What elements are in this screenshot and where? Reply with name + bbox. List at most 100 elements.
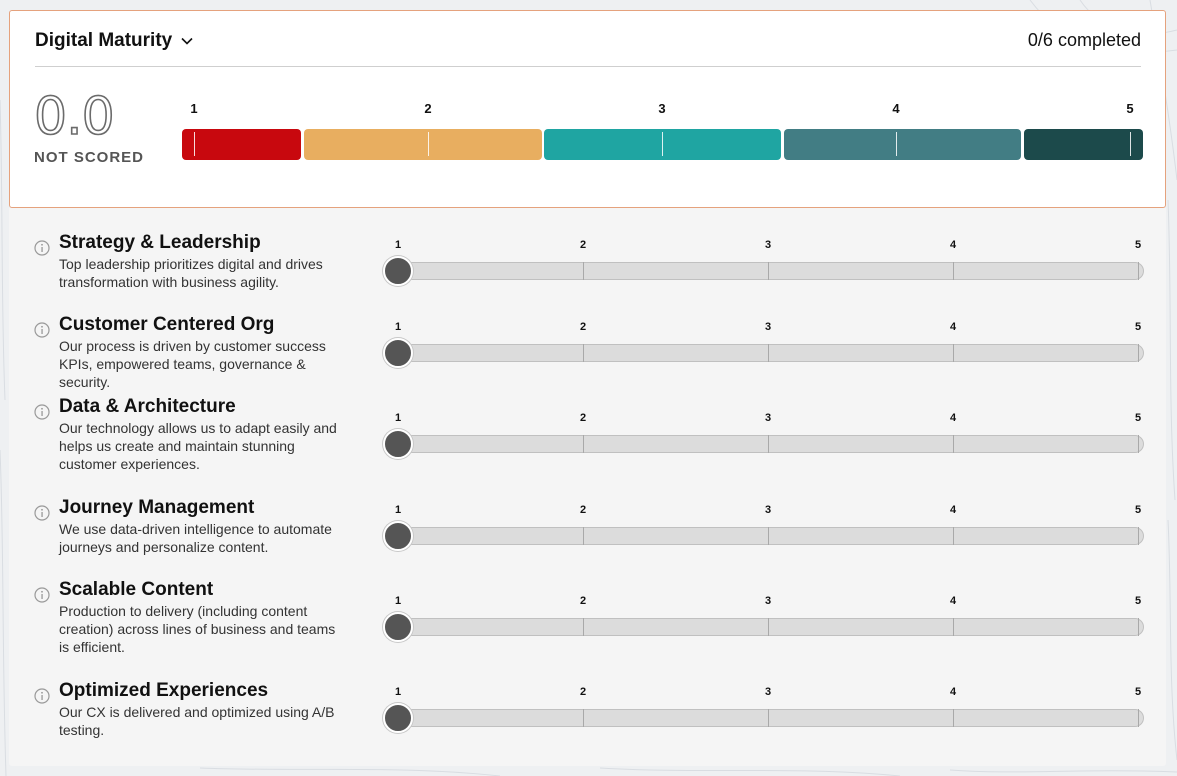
slider-track[interactable] (387, 344, 1144, 362)
category-title: Journey Management (59, 497, 255, 518)
slider-tick-label: 2 (579, 504, 587, 516)
maturity-tick-label: 3 (658, 101, 666, 116)
slider-tick-label: 3 (764, 321, 772, 333)
info-icon[interactable] (34, 404, 50, 420)
slider-thumb[interactable] (383, 521, 413, 551)
slider-tick-label: 2 (579, 595, 587, 607)
slider-tick-mark (953, 527, 954, 545)
slider-thumb[interactable] (383, 703, 413, 733)
maturity-level-segment (1024, 129, 1143, 160)
slider-thumb[interactable] (383, 429, 413, 459)
maturity-level-marker (428, 132, 429, 156)
slider-tick-label: 4 (949, 686, 957, 698)
category-title: Scalable Content (59, 579, 214, 600)
maturity-level-segment (784, 129, 1021, 160)
score-slider[interactable]: 1 2 3 4 5 (373, 686, 1144, 736)
category-list: Strategy & Leadership Top leadership prio… (9, 208, 1166, 766)
maturity-tick-label: 2 (424, 101, 432, 116)
slider-tick-label: 4 (949, 504, 957, 516)
slider-track[interactable] (387, 435, 1144, 453)
score-status: NOT SCORED (34, 149, 145, 166)
slider-tick-label: 4 (949, 321, 957, 333)
slider-tick-mark (953, 262, 954, 280)
slider-tick-label: 5 (1134, 321, 1142, 333)
maturity-level-segment (182, 129, 301, 160)
slider-tick-mark (768, 344, 769, 362)
score-value: 0.0 (33, 87, 115, 147)
info-icon[interactable] (34, 322, 50, 338)
slider-track[interactable] (387, 618, 1144, 636)
slider-tick-label: 3 (764, 504, 772, 516)
slider-tick-mark (768, 709, 769, 727)
category-description: We use data-driven intelligence to autom… (59, 521, 332, 555)
maturity-tick-label: 4 (892, 101, 900, 116)
slider-tick-mark (1138, 618, 1139, 636)
slider-tick-label: 5 (1134, 504, 1142, 516)
slider-tick-label: 4 (949, 595, 957, 607)
panel-title: Digital Maturity (35, 30, 173, 51)
slider-tick-mark (768, 527, 769, 545)
score-slider[interactable]: 1 2 3 4 5 (373, 412, 1144, 462)
slider-tick-label: 1 (394, 686, 402, 698)
slider-tick-mark (1138, 262, 1139, 280)
slider-tick-mark (583, 262, 584, 280)
slider-tick-label: 1 (394, 239, 402, 251)
category-description: Our CX is delivered and optimized using … (59, 704, 335, 738)
info-icon[interactable] (34, 240, 50, 256)
slider-thumb[interactable] (383, 338, 413, 368)
slider-tick-mark (583, 344, 584, 362)
slider-tick-label: 3 (764, 595, 772, 607)
slider-tick-mark (583, 527, 584, 545)
slider-track[interactable] (387, 709, 1144, 727)
divider (35, 66, 1141, 67)
category-description: Production to delivery (including conten… (59, 603, 336, 655)
slider-tick-label: 5 (1134, 686, 1142, 698)
slider-tick-label: 1 (394, 321, 402, 333)
slider-tick-label: 5 (1134, 239, 1142, 251)
score-slider[interactable]: 1 2 3 4 5 (373, 239, 1144, 289)
slider-tick-mark (768, 262, 769, 280)
maturity-dropdown[interactable]: Digital Maturity (35, 30, 194, 52)
maturity-tick-label: 5 (1126, 101, 1134, 116)
slider-tick-label: 5 (1134, 595, 1142, 607)
score-slider[interactable]: 1 2 3 4 5 (373, 321, 1144, 371)
maturity-tick-label: 1 (190, 101, 198, 116)
slider-tick-mark (1138, 709, 1139, 727)
score-slider[interactable]: 1 2 3 4 5 (373, 595, 1144, 645)
info-icon[interactable] (34, 505, 50, 521)
category-title: Customer Centered Org (59, 314, 275, 335)
category-description: Top leadership prioritizes digital and d… (59, 256, 323, 290)
slider-track[interactable] (387, 527, 1144, 545)
category-title: Optimized Experiences (59, 680, 269, 701)
slider-tick-mark (583, 618, 584, 636)
slider-track[interactable] (387, 262, 1144, 280)
panel-header: Digital Maturity 0/6 completed (35, 28, 1141, 68)
slider-tick-label: 1 (394, 504, 402, 516)
slider-tick-label: 1 (394, 412, 402, 424)
maturity-level-marker (662, 132, 663, 156)
maturity-level-segment (544, 129, 781, 160)
category-description: Our technology allows us to adapt easily… (59, 420, 337, 472)
maturity-summary-panel: Digital Maturity 0/6 completed 0.0 NOT S… (9, 10, 1166, 208)
category-title: Strategy & Leadership (59, 232, 261, 253)
slider-thumb[interactable] (383, 256, 413, 286)
category-title: Data & Architecture (59, 396, 236, 417)
slider-tick-label: 2 (579, 686, 587, 698)
slider-tick-label: 4 (949, 412, 957, 424)
maturity-level-marker (896, 132, 897, 156)
slider-tick-label: 3 (764, 239, 772, 251)
slider-tick-mark (768, 435, 769, 453)
slider-tick-label: 5 (1134, 412, 1142, 424)
overall-score: 0.0 NOT SCORED (33, 87, 145, 166)
slider-tick-mark (953, 618, 954, 636)
info-icon[interactable] (34, 688, 50, 704)
info-icon[interactable] (34, 587, 50, 603)
slider-tick-label: 4 (949, 239, 957, 251)
score-slider[interactable]: 1 2 3 4 5 (373, 504, 1144, 554)
maturity-level-marker (1130, 132, 1131, 156)
maturity-level-segment (304, 129, 542, 160)
slider-tick-mark (583, 709, 584, 727)
slider-thumb[interactable] (383, 612, 413, 642)
slider-tick-label: 2 (579, 239, 587, 251)
maturity-scale-bar: 1 2 3 4 5 (182, 101, 1143, 161)
